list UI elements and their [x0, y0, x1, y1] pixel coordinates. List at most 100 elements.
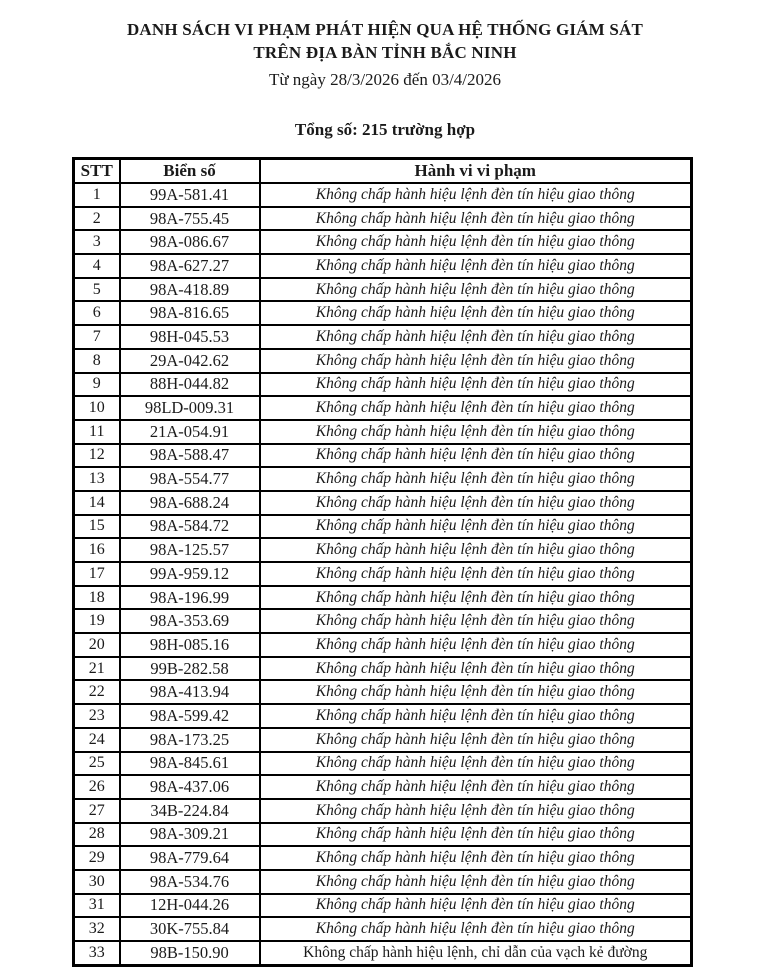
row-stt: 6 [72, 300, 121, 327]
row-stt: 12 [72, 442, 121, 469]
table-row: 23 98A-599.42 Không chấp hành hiệu lệnh đè… [72, 703, 693, 729]
row-plate: 98A-755.45 [118, 205, 261, 232]
row-violation: Không chấp hành hiệu lệnh đèn tín hiệu g… [258, 347, 693, 374]
row-violation: Không chấp hành hiệu lệnh đèn tín hiệu g… [258, 205, 693, 232]
row-plate: 98A-437.06 [118, 774, 261, 800]
row-plate: 88H-044.82 [118, 371, 261, 398]
row-plate: 98A-125.57 [118, 537, 261, 563]
row-violation: Không chấp hành hiệu lệnh đèn tín hiệu g… [258, 229, 693, 256]
table-row: 6 98A-816.65 Không chấp hành hiệu lệnh đèn… [72, 300, 693, 327]
row-violation: Không chấp hành hiệu lệnh đèn tín hiệu g… [258, 774, 693, 800]
row-plate: 98A-688.24 [118, 489, 261, 516]
table-row: 7 98H-045.53 Không chấp hành hiệu lệnh đèn… [72, 324, 693, 350]
row-violation: Không chấp hành hiệu lệnh đèn tín hiệu g… [258, 276, 693, 303]
row-violation: Không chấp hành hiệu lệnh đèn tín hiệu g… [258, 679, 693, 706]
total-count: Tổng số: 215 trường hợp [294, 120, 476, 139]
row-stt: 7 [72, 324, 121, 350]
table-row: 29 98A-779.64 Không chấp hành hiệu lệnh đè… [72, 845, 693, 871]
row-stt: 24 [72, 726, 121, 753]
row-stt: 33 [72, 939, 121, 967]
table-row: 1 99A-581.41 Không chấp hành hiệu lệnh đèn… [72, 182, 693, 208]
row-stt: 26 [72, 774, 121, 800]
row-violation: Không chấp hành hiệu lệnh đèn tín hiệu g… [258, 442, 693, 469]
row-plate: 29A-042.62 [118, 347, 261, 374]
row-plate: 30K-755.84 [118, 916, 261, 942]
row-stt: 9 [72, 371, 121, 398]
table-row: 12 98A-588.47 Không chấp hành hiệu lệnh đè… [72, 442, 693, 469]
row-plate: 12H-044.26 [118, 892, 261, 919]
row-plate: 98H-045.53 [118, 324, 261, 350]
row-stt: 18 [72, 584, 121, 611]
row-stt: 21 [72, 655, 121, 682]
table-row: 11 21A-054.91 Không chấp hành hiệu lệnh đè… [72, 418, 693, 445]
table-header: STT Biển số Hành vi vi phạm [72, 157, 693, 184]
row-violation: Không chấp hành hiệu lệnh đèn tín hiệu g… [258, 868, 693, 895]
row-plate: 98LD-009.31 [118, 395, 261, 421]
row-stt: 15 [72, 513, 121, 540]
row-violation: Không chấp hành hiệu lệnh đèn tín hiệu g… [258, 845, 693, 871]
table-row: 4 98A-627.27 Không chấp hành hiệu lệnh đèn… [72, 253, 693, 279]
table-row: 32 30K-755.84 Không chấp hành hiệu lệnh đè… [72, 916, 693, 942]
row-violation: Không chấp hành hiệu lệnh đèn tín hiệu g… [258, 584, 693, 611]
row-plate: 98A-554.77 [118, 466, 261, 492]
table-row: 3 98A-086.67 Không chấp hành hiệu lệnh đèn… [72, 229, 693, 256]
row-plate: 98A-816.65 [118, 300, 261, 327]
row-stt: 23 [72, 703, 121, 729]
row-violation: Không chấp hành hiệu lệnh đèn tín hiệu g… [258, 300, 693, 327]
row-violation: Không chấp hành hiệu lệnh đèn tín hiệu g… [258, 418, 693, 445]
row-violation: Không chấp hành hiệu lệnh đèn tín hiệu g… [258, 655, 693, 682]
row-stt: 10 [72, 395, 121, 421]
date-range: Từ ngày 28/3/2026 đến 03/4/2026 [268, 70, 502, 89]
row-violation: Không chấp hành hiệu lệnh đèn tín hiệu g… [258, 537, 693, 563]
row-violation: Không chấp hành hiệu lệnh đèn tín hiệu g… [258, 632, 693, 658]
row-violation: Không chấp hành hiệu lệnh đèn tín hiệu g… [258, 489, 693, 516]
table-row: 30 98A-534.76 Không chấp hành hiệu lệnh đè… [72, 868, 693, 895]
row-stt: 19 [72, 608, 121, 635]
table-row: 25 98A-845.61 Không chấp hành hiệu lệnh đè… [72, 750, 693, 777]
row-plate: 99A-581.41 [118, 182, 261, 208]
row-violation: Không chấp hành hiệu lệnh đèn tín hiệu g… [258, 253, 693, 279]
row-stt: 30 [72, 868, 121, 895]
row-stt: 17 [72, 561, 121, 587]
table-row: 8 29A-042.62 Không chấp hành hiệu lệnh đèn… [72, 347, 693, 374]
row-stt: 16 [72, 537, 121, 563]
table-row: 16 98A-125.57 Không chấp hành hiệu lệnh đè… [72, 537, 693, 563]
table-row: 17 99A-959.12 Không chấp hành hiệu lệnh đè… [72, 561, 693, 587]
row-plate: 98A-588.47 [118, 442, 261, 469]
row-plate: 98A-418.89 [118, 276, 261, 303]
row-plate: 98A-599.42 [118, 703, 261, 729]
row-violation: Không chấp hành hiệu lệnh đèn tín hiệu g… [258, 726, 693, 753]
row-plate: 98A-309.21 [118, 821, 261, 848]
row-stt: 25 [72, 750, 121, 777]
row-stt: 28 [72, 821, 121, 848]
row-stt: 20 [72, 632, 121, 658]
row-stt: 2 [72, 205, 121, 232]
row-plate: 98A-173.25 [118, 726, 261, 753]
row-stt: 11 [72, 418, 121, 445]
row-violation: Không chấp hành hiệu lệnh đèn tín hiệu g… [258, 395, 693, 421]
row-plate: 98A-584.72 [118, 513, 261, 540]
row-violation: Không chấp hành hiệu lệnh đèn tín hiệu g… [258, 513, 693, 540]
row-stt: 22 [72, 679, 121, 706]
table-row: 27 34B-224.84 Không chấp hành hiệu lệnh đè… [72, 797, 693, 824]
row-plate: 98A-086.67 [118, 229, 261, 256]
row-plate: 98H-085.16 [118, 632, 261, 658]
row-violation: Không chấp hành hiệu lệnh đèn tín hiệu g… [258, 821, 693, 848]
table-row: 24 98A-173.25 Không chấp hành hiệu lệnh đè… [72, 726, 693, 753]
row-stt: 5 [72, 276, 121, 303]
violations-table: STT Biển số Hành vi vi phạm 1 99A-581.41 K… [72, 157, 693, 967]
col-header-stt: STT [72, 157, 121, 184]
table-row: 2 98A-755.45 Không chấp hành hiệu lệnh đèn… [72, 205, 693, 232]
row-violation: Không chấp hành hiệu lệnh đèn tín hiệu g… [258, 561, 693, 587]
row-violation: Không chấp hành hiệu lệnh đèn tín hiệu g… [258, 797, 693, 824]
table-row: 28 98A-309.21 Không chấp hành hiệu lệnh đè… [72, 821, 693, 848]
row-violation: Không chấp hành hiệu lệnh đèn tín hiệu g… [258, 703, 693, 729]
row-violation: Không chấp hành hiệu lệnh đèn tín hiệu g… [258, 371, 693, 398]
row-stt: 13 [72, 466, 121, 492]
row-stt: 4 [72, 253, 121, 279]
row-plate: 98A-845.61 [118, 750, 261, 777]
document-header: DANH SÁCH VI PHẠM PHÁT HIỆN QUA HỆ THỐNG… [0, 0, 770, 141]
row-plate: 99A-959.12 [118, 561, 261, 587]
table-row: 33 98B-150.90 Không chấp hành hiệu lệnh, c… [72, 939, 693, 967]
